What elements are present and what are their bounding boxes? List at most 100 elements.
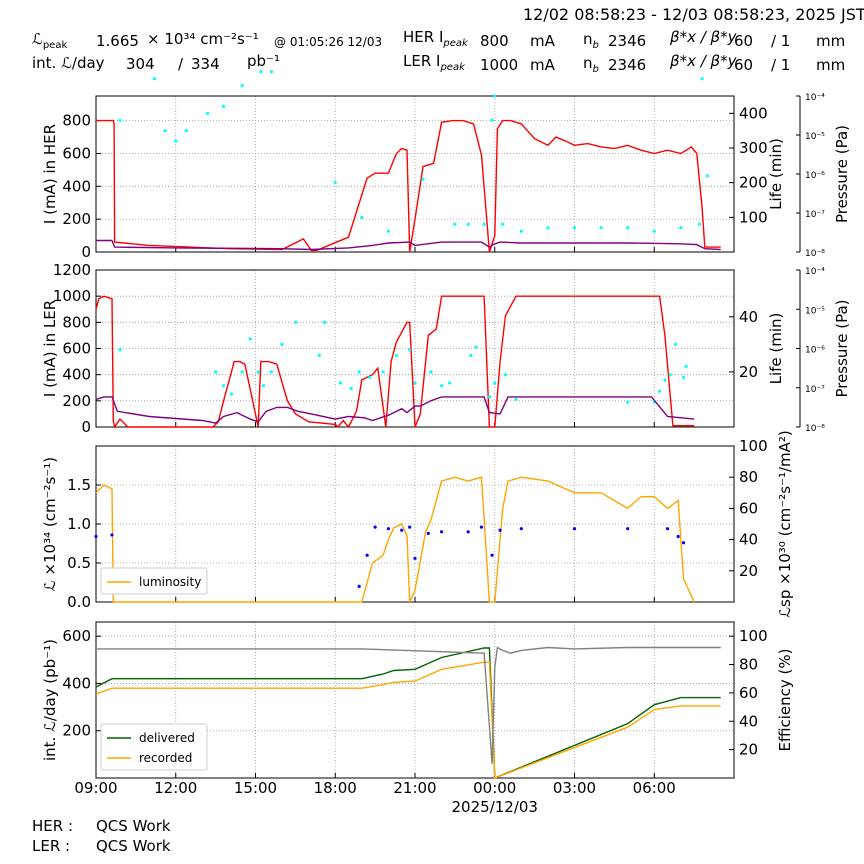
lifetime-point	[248, 337, 252, 341]
lifetime-point	[519, 229, 523, 233]
x-tick-label: 00:00	[473, 779, 516, 797]
lifetime-point	[280, 342, 284, 346]
specific_lumi-point	[490, 553, 494, 557]
lifetime-point	[240, 84, 244, 88]
x-tick-label: 09:00	[74, 779, 117, 797]
current-line	[96, 119, 721, 253]
lumi-peak-sub: peak	[42, 40, 68, 51]
lifetime-point	[206, 111, 210, 115]
specific_lumi-point	[626, 527, 630, 531]
y-axis-label: I (mA) in HER	[41, 124, 59, 224]
her-beta-y: / 1	[771, 32, 791, 50]
specific_lumi-point	[373, 525, 377, 529]
int-lumi-recorded: 334	[191, 55, 220, 73]
y-tick-label: 800	[62, 313, 91, 331]
x-tick-label: 21:00	[393, 779, 436, 797]
specific_lumi-point	[519, 527, 523, 531]
y2-tick-label: 80	[739, 656, 758, 674]
ler-beta-label: β*x / β*y	[670, 52, 737, 70]
lifetime-point	[514, 397, 518, 402]
specific_lumi-point	[94, 534, 98, 539]
specific_lumi-point	[466, 530, 470, 534]
lifetime-point	[626, 400, 630, 404]
specific_lumi-point	[400, 528, 404, 532]
lifetime-point	[408, 348, 412, 352]
y-tick-label: 1000	[53, 287, 91, 305]
her-nb-label: nb	[583, 30, 599, 55]
y2-tick-label: 200	[739, 174, 768, 192]
lifetime-point	[261, 384, 266, 388]
lifetime-point	[333, 181, 337, 185]
legend-label: delivered	[139, 731, 195, 745]
specific_lumi-point	[439, 530, 444, 534]
y-tick-label: 0	[81, 418, 91, 436]
specific_lumi-point	[498, 528, 502, 532]
lifetime-point	[229, 392, 234, 396]
lifetime-point	[705, 174, 710, 178]
lifetime-point	[184, 129, 188, 133]
lifetime-point	[453, 222, 457, 226]
lifetime-point	[487, 395, 492, 399]
ler-nb-sub: b	[592, 64, 599, 75]
y2-tick-label: 20	[739, 363, 758, 381]
y2-axis-label: Life (min)	[767, 313, 785, 385]
specific_lumi-point	[479, 525, 484, 529]
lifetime-point	[323, 320, 327, 324]
lifetime-point	[482, 222, 486, 226]
y3-axis-label: Pressure (Pa)	[833, 299, 851, 397]
lumi-peak-unit: × 10³⁴ cm⁻²s⁻¹	[147, 30, 259, 48]
legend-label: recorded	[139, 751, 192, 765]
lifetime-point	[152, 77, 157, 81]
pressure-tick-label: 10⁻⁵	[805, 132, 825, 142]
her-ipeak-value: 800	[480, 32, 509, 50]
y-tick-label: 800	[62, 112, 91, 130]
specific_lumi-point	[386, 527, 391, 531]
y2-tick-label: 60	[739, 684, 758, 702]
y-tick-label: 0	[81, 243, 91, 261]
y-tick-label: 0.0	[67, 593, 91, 611]
specific_lumi-point	[365, 553, 369, 557]
y2-tick-label: 100	[739, 627, 768, 645]
her-beta-label: β*x / β*y	[670, 28, 737, 46]
lifetime-point	[214, 370, 218, 374]
her-beta-unit: mm	[816, 32, 846, 50]
pressure-tick-label: 10⁻⁸	[805, 424, 825, 434]
legend-box	[100, 567, 208, 595]
lumi-peak-label: ℒpeak	[32, 30, 67, 55]
y2-axis-label: Efficiency (%)	[776, 649, 794, 752]
lifetime-point	[381, 370, 385, 374]
lumi-peak-value: 1.665	[96, 32, 139, 50]
x-tick-label: 12:00	[154, 779, 197, 797]
int-lumi-label: int. ℒ/day	[32, 54, 105, 72]
y-tick-label: 400	[62, 177, 91, 195]
y-tick-label: 200	[62, 392, 91, 410]
lifetime-point	[599, 226, 603, 230]
lifetime-point	[679, 226, 683, 230]
pressure-tick-label: 10⁻⁷	[805, 210, 825, 220]
pressure-line	[95, 396, 695, 424]
specific_lumi-point	[413, 556, 417, 560]
y-axis-label: I (mA) in LER	[41, 300, 59, 397]
ler-nb-value: 2346	[608, 56, 647, 74]
lifetime-point	[439, 384, 444, 388]
int-lumi-unit: pb⁻¹	[247, 52, 280, 70]
footer-her-label: HER :	[32, 817, 74, 835]
x-tick-label: 06:00	[633, 779, 676, 797]
lifetime-point	[673, 342, 678, 346]
pressure-tick-label: 10⁻⁴	[805, 267, 825, 277]
y2-tick-label: 40	[739, 308, 758, 326]
lifetime-point	[493, 381, 497, 385]
pressure-tick-label: 10⁻⁶	[805, 346, 825, 356]
recorded-line	[95, 661, 721, 779]
her-nb-text: n	[583, 30, 593, 48]
y-tick-label: 1200	[53, 261, 91, 279]
lifetime-point	[360, 215, 364, 219]
her-ipeak-label: HER Ipeak	[403, 28, 468, 53]
her-nb-value: 2346	[608, 32, 647, 50]
y2-tick-label: 40	[739, 531, 758, 549]
footer-ler-status: QCS Work	[96, 837, 171, 855]
efficiency-line	[96, 646, 721, 764]
y-tick-label: 1.5	[67, 476, 91, 494]
y2-tick-label: 60	[739, 499, 758, 517]
lifetime-point	[338, 381, 343, 385]
